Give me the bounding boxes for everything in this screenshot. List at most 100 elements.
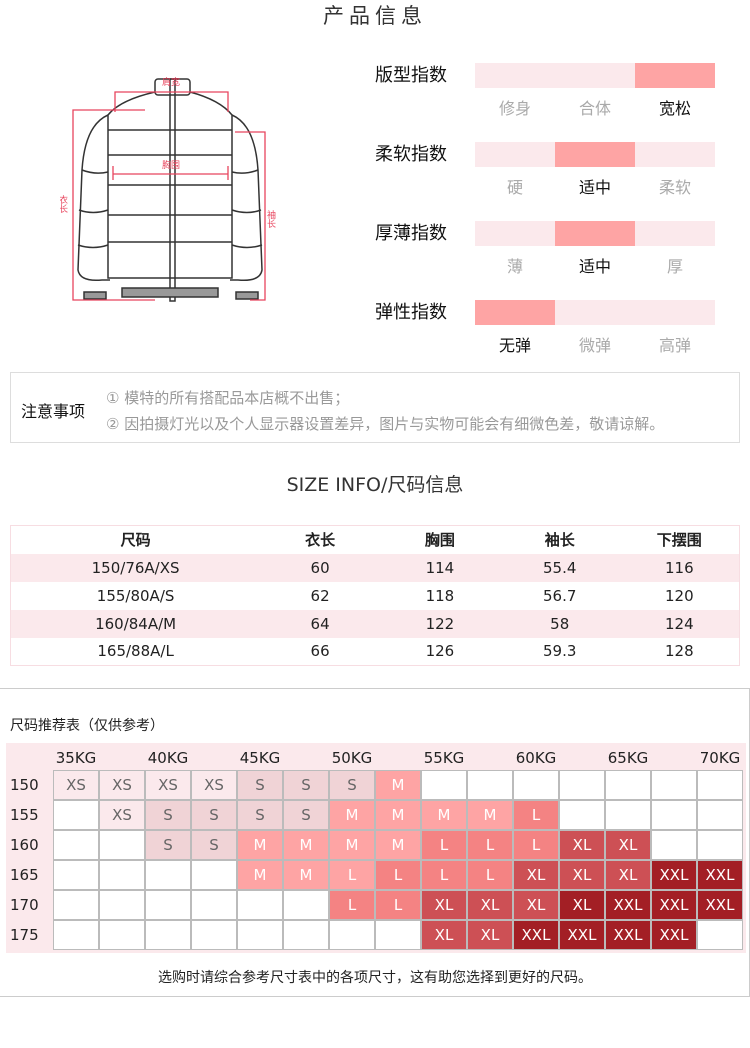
size-cell: XS xyxy=(99,800,145,830)
size-cell: XL xyxy=(513,890,559,920)
index-options: 薄 适中 厚 xyxy=(475,253,715,277)
recommend-title: 尺码推荐表（仅供参考） xyxy=(10,718,164,734)
size-cell xyxy=(53,800,99,830)
index-option: 柔软 xyxy=(658,178,691,197)
size-cell: L xyxy=(513,830,559,860)
size-cell: XL xyxy=(559,830,605,860)
size-cell: L xyxy=(421,860,467,890)
index-bar xyxy=(475,63,715,88)
size-cell xyxy=(651,830,697,860)
index-options: 修身 合体 宽松 xyxy=(475,95,715,119)
table-row: 165/88A/L 66 126 59.3 128 xyxy=(11,638,740,666)
table-cell: 59.3 xyxy=(543,642,577,661)
size-cell xyxy=(697,800,743,830)
size-cell: M xyxy=(421,800,467,830)
size-cell: S xyxy=(237,800,283,830)
size-cell xyxy=(329,920,375,950)
size-table: 尺码 衣长 胸围 袖长 下摆围 150/76A/XS 60 114 55.4 116 155/80… xyxy=(10,525,740,666)
table-cell: 124 xyxy=(619,609,740,638)
table-cell: 128 xyxy=(664,642,694,661)
size-cell xyxy=(651,770,697,800)
size-cell: XXL xyxy=(651,920,697,950)
table-cell: 160/84A/M xyxy=(10,609,261,638)
size-cell: S xyxy=(283,800,329,830)
size-cell xyxy=(99,830,145,860)
size-cell: L xyxy=(421,830,467,860)
size-cell: L xyxy=(467,860,513,890)
table-header: 下摆围 xyxy=(656,531,702,550)
size-cell: XL xyxy=(605,860,651,890)
table-cell: 122 xyxy=(379,609,500,638)
size-cell xyxy=(605,770,651,800)
size-cell xyxy=(467,770,513,800)
size-cell: XS xyxy=(99,770,145,800)
size-cell: XL xyxy=(467,890,513,920)
index-bar xyxy=(475,142,715,167)
size-cell xyxy=(283,890,329,920)
index-label: 版型指数 xyxy=(375,65,447,86)
table-cell: 58 xyxy=(499,609,620,638)
size-cell: XS xyxy=(191,770,237,800)
index-bar xyxy=(475,300,715,325)
table-header: 衣长 xyxy=(305,531,336,550)
height-label: 165 xyxy=(10,866,39,884)
index-bar-segment xyxy=(475,63,555,88)
table-cell: 155/80A/S xyxy=(96,586,175,605)
recommend-footer: 选购时请综合参考尺寸表中的各项尺寸，这有助您选择到更好的尺码。 xyxy=(158,970,592,986)
index-option: 厚 xyxy=(666,257,683,276)
size-cell: L xyxy=(329,860,375,890)
table-cell: 66 xyxy=(310,642,330,661)
table-row: 150/76A/XS 60 114 55.4 116 xyxy=(10,553,740,582)
size-cell xyxy=(237,920,283,950)
index-bar-segment xyxy=(635,221,715,246)
index-label: 弹性指数 xyxy=(375,302,447,323)
size-cell xyxy=(559,800,605,830)
size-cell xyxy=(53,860,99,890)
table-cell: 55.4 xyxy=(499,553,620,582)
table-header: 袖长 xyxy=(544,531,575,550)
weight-label: 50KG xyxy=(331,749,373,767)
size-cell: XXL xyxy=(651,890,697,920)
index-option: 硬 xyxy=(506,178,523,197)
size-cell: M xyxy=(329,800,375,830)
size-cell: XL xyxy=(421,920,467,950)
length-label: 衣长 xyxy=(60,194,68,214)
index-option: 微弹 xyxy=(578,336,611,355)
size-cell: M xyxy=(329,830,375,860)
table-cell: 62 xyxy=(310,586,330,605)
size-cell xyxy=(99,890,145,920)
index-bar-segment xyxy=(635,142,715,167)
index-bar-segment xyxy=(555,300,635,325)
size-cell xyxy=(697,830,743,860)
height-label: 155 xyxy=(10,806,39,824)
size-cell: S xyxy=(145,830,191,860)
table-cell: 116 xyxy=(619,553,740,582)
size-cell xyxy=(697,770,743,800)
size-info-title: SIZE INFO/尺码信息 xyxy=(286,474,464,496)
index-bar-segment xyxy=(555,221,635,246)
weight-label: 65KG xyxy=(607,749,649,767)
notes-heading: 注意事项 xyxy=(21,402,86,421)
measurement-lines xyxy=(72,91,266,301)
size-cell: L xyxy=(375,860,421,890)
table-cell: 150/76A/XS xyxy=(10,553,261,582)
index-option: 合体 xyxy=(578,99,611,118)
size-cell: M xyxy=(375,770,421,800)
table-cell: 60 xyxy=(260,553,380,582)
jacket-measurement-diagram: 肩宽 胸围 衣长 袖长 xyxy=(60,76,276,302)
notes-box: 注意事项 ① 模特的所有搭配品本店概不出售； ② 因拍摄灯光以及个人显示器设置差… xyxy=(10,372,740,443)
weight-label: 35KG xyxy=(55,749,97,767)
table-row: 155/80A/S 62 118 56.7 120 xyxy=(11,582,740,610)
index-option: 修身 xyxy=(498,99,531,118)
weight-label: 55KG xyxy=(423,749,465,767)
index-bar-segment xyxy=(555,63,635,88)
index-bar-segment xyxy=(555,142,635,167)
size-cell xyxy=(283,920,329,950)
index-option: 适中 xyxy=(578,257,611,276)
size-cell xyxy=(559,770,605,800)
table-cell: 165/88A/L xyxy=(97,642,174,661)
size-cell: XXL xyxy=(697,890,743,920)
size-cell: XXL xyxy=(605,920,651,950)
index-option: 高弹 xyxy=(658,336,691,355)
size-cell xyxy=(237,890,283,920)
